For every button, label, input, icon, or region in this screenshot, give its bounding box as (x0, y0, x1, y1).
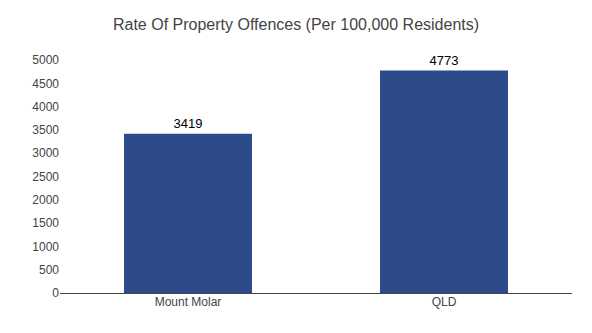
svg-text:Mount Molar: Mount Molar (155, 295, 222, 309)
svg-text:4500: 4500 (32, 77, 59, 91)
svg-text:1500: 1500 (32, 216, 59, 230)
svg-text:4773: 4773 (430, 53, 459, 68)
svg-text:5000: 5000 (32, 53, 59, 67)
svg-text:3000: 3000 (32, 146, 59, 160)
svg-text:2500: 2500 (32, 170, 59, 184)
svg-text:0: 0 (52, 286, 59, 300)
svg-text:Rate Of Property Offences (Per: Rate Of Property Offences (Per 100,000 R… (113, 16, 479, 33)
svg-text:QLD: QLD (432, 295, 457, 309)
svg-text:2000: 2000 (32, 193, 59, 207)
svg-text:500: 500 (39, 263, 59, 277)
svg-text:3419: 3419 (174, 116, 203, 131)
svg-text:4000: 4000 (32, 100, 59, 114)
svg-text:3500: 3500 (32, 123, 59, 137)
svg-text:1000: 1000 (32, 240, 59, 254)
